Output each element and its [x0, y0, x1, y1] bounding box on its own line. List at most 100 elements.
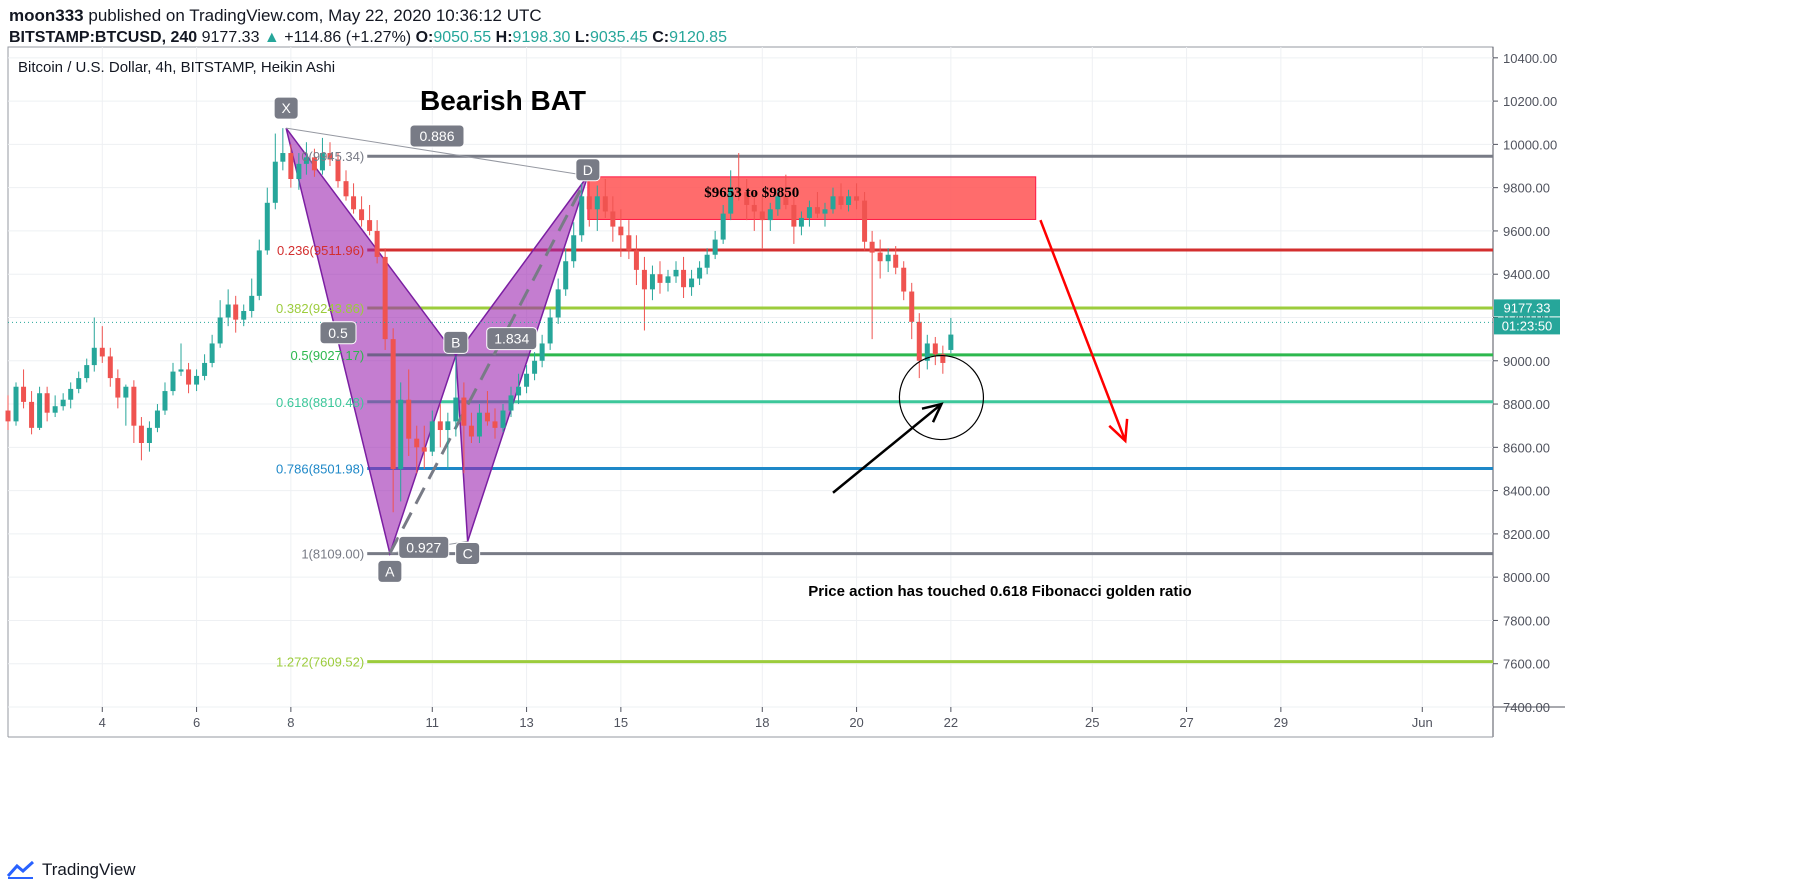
- price-tick-label: 9000.00: [1503, 354, 1550, 369]
- point-label-b-box: [443, 330, 469, 354]
- candle-body: [563, 261, 569, 290]
- high-value: 9198.30: [512, 29, 571, 46]
- candle-body: [791, 204, 797, 227]
- candle-body: [461, 397, 467, 426]
- candle-body: [21, 386, 27, 402]
- candle-body: [476, 412, 482, 437]
- price-tick-label: 8000.00: [1503, 570, 1550, 585]
- candle-body: [429, 421, 435, 452]
- candle-body: [390, 339, 396, 469]
- candle-body: [846, 196, 852, 205]
- price-tick-label: 8400.00: [1503, 484, 1550, 499]
- candle-body: [822, 209, 828, 214]
- time-tick-label: 18: [755, 715, 769, 730]
- time-tick-label: 27: [1179, 715, 1193, 730]
- countdown-tag: [1494, 317, 1560, 335]
- candle-body: [610, 211, 616, 227]
- price-tick-label: 10200.00: [1503, 94, 1557, 109]
- candle-body: [547, 317, 553, 344]
- candle-body: [288, 153, 294, 179]
- projection-arrow-line: [1039, 219, 1127, 442]
- candle-body: [869, 241, 875, 253]
- point-label-b-text: B: [451, 334, 460, 350]
- candle-body: [256, 250, 262, 296]
- candle-body: [759, 211, 765, 221]
- ratio-badge-text: 0.5: [328, 325, 348, 341]
- candle-body: [901, 267, 907, 292]
- chart-title: Bitcoin / U.S. Dollar, 4h, BITSTAMP, Hei…: [18, 59, 335, 76]
- candle-body: [940, 354, 946, 363]
- candle-body: [806, 207, 812, 218]
- candle-body: [602, 196, 608, 212]
- point-label-d: D: [575, 158, 601, 182]
- candle-body: [626, 235, 632, 251]
- candle-body: [131, 386, 137, 426]
- candle-body: [249, 295, 255, 311]
- candle-body: [382, 256, 388, 340]
- candle-body: [398, 399, 404, 469]
- ratio-badge: 0.886: [409, 124, 465, 148]
- time-tick-label: Jun: [1412, 715, 1433, 730]
- candle-body: [720, 213, 726, 240]
- candle-body: [830, 196, 836, 210]
- tradingview-logo-icon[interactable]: [6, 860, 36, 880]
- ratio-badge-box: [486, 327, 538, 351]
- candle-body: [202, 362, 208, 376]
- point-label-x: X: [273, 96, 299, 120]
- close-label: C:: [652, 29, 670, 46]
- candle-body: [374, 230, 380, 257]
- candle-body: [728, 187, 734, 214]
- candle-body: [649, 274, 655, 290]
- price-tick-label: 8600.00: [1503, 440, 1550, 455]
- symbol-name: BITSTAMP:BTCUSD, 240: [9, 29, 198, 46]
- open-label: O:: [415, 29, 434, 46]
- candle-body: [484, 412, 490, 422]
- point-label-x-box: [273, 96, 299, 120]
- candle-body: [343, 181, 349, 197]
- candle-body: [272, 161, 278, 203]
- candle-body: [555, 289, 561, 318]
- candle-body: [767, 209, 773, 221]
- candle-body: [516, 386, 522, 396]
- fib-level-label: 0.786(8501.98): [276, 462, 364, 477]
- candle-body: [13, 386, 19, 422]
- price-tick-label: 9600.00: [1503, 224, 1550, 239]
- candle-body: [319, 153, 325, 171]
- candle-body: [351, 196, 357, 210]
- price-tick-label: 9800.00: [1503, 181, 1550, 196]
- candle-body: [924, 343, 930, 361]
- point-label-d-text: D: [583, 162, 593, 178]
- point-label-a: A: [377, 559, 403, 583]
- price-tick-label: 7400.00: [1503, 700, 1550, 715]
- candle-body: [948, 334, 954, 350]
- candle-body: [532, 360, 538, 374]
- candle-body: [60, 399, 66, 407]
- fib-level-label: 0.618(8810.48): [276, 395, 364, 410]
- zone-label: $9653 to $9850: [704, 185, 799, 201]
- candle-body: [862, 200, 868, 242]
- point-label-c-text: C: [463, 545, 473, 561]
- candle-body: [296, 163, 302, 179]
- candle-body: [209, 343, 215, 363]
- author-name[interactable]: moon333: [9, 6, 84, 25]
- time-tick-label: 25: [1085, 715, 1099, 730]
- candle-body: [280, 153, 286, 162]
- candle-body: [406, 399, 412, 439]
- candle-body: [798, 217, 804, 227]
- current-price-tag: [1494, 299, 1560, 317]
- candle-body: [885, 254, 891, 262]
- candle-body: [689, 278, 695, 288]
- candle-body: [445, 421, 451, 431]
- candle-body: [68, 388, 74, 400]
- ratio-badge-box: [319, 321, 357, 345]
- footer-brand[interactable]: TradingView: [42, 860, 136, 879]
- time-tick-label: 22: [944, 715, 958, 730]
- footer: TradingView: [6, 860, 136, 880]
- time-tick-label: 15: [614, 715, 628, 730]
- time-tick-label: 8: [287, 715, 294, 730]
- candle-body: [744, 191, 750, 205]
- candle-body: [508, 395, 514, 411]
- fib-level-label: 0(9945.34): [301, 149, 364, 164]
- candle-body: [539, 343, 545, 361]
